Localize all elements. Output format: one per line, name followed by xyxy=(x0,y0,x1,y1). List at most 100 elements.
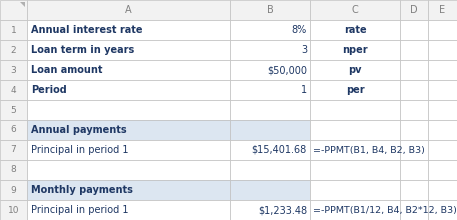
Bar xyxy=(428,20,457,40)
Text: 9: 9 xyxy=(11,185,16,194)
Bar xyxy=(428,80,457,100)
Text: 8%: 8% xyxy=(292,25,307,35)
Bar xyxy=(0,40,27,60)
Bar xyxy=(27,180,230,200)
Text: A: A xyxy=(125,5,132,15)
Bar xyxy=(27,120,230,140)
Text: pv: pv xyxy=(348,65,362,75)
Text: D: D xyxy=(410,5,418,15)
Bar xyxy=(400,120,428,140)
Text: $50,000: $50,000 xyxy=(267,65,307,75)
Bar xyxy=(27,80,230,100)
Bar xyxy=(310,80,400,100)
Bar xyxy=(230,160,310,180)
Text: 6: 6 xyxy=(11,125,16,134)
Bar xyxy=(428,40,457,60)
Bar xyxy=(310,200,400,220)
Text: 1: 1 xyxy=(301,85,307,95)
Text: 3: 3 xyxy=(11,66,16,75)
Text: Annual interest rate: Annual interest rate xyxy=(31,25,143,35)
Bar xyxy=(230,120,310,140)
Bar xyxy=(0,100,27,120)
Bar xyxy=(230,140,310,160)
Text: $1,233.48: $1,233.48 xyxy=(258,205,307,215)
Text: 10: 10 xyxy=(8,205,19,214)
Polygon shape xyxy=(20,2,25,7)
Text: Loan amount: Loan amount xyxy=(31,65,102,75)
Bar xyxy=(27,40,230,60)
Text: 7: 7 xyxy=(11,145,16,154)
Bar xyxy=(310,40,400,60)
Bar xyxy=(27,0,230,20)
Bar xyxy=(400,160,428,180)
Bar xyxy=(230,80,310,100)
Text: nper: nper xyxy=(342,45,368,55)
Text: Principal in period 1: Principal in period 1 xyxy=(31,205,128,215)
Bar xyxy=(400,200,428,220)
Bar xyxy=(0,120,27,140)
Text: =-PPMT(B1/12, B4, B2*12, B3): =-PPMT(B1/12, B4, B2*12, B3) xyxy=(313,205,457,214)
Bar xyxy=(310,180,400,200)
Bar xyxy=(310,20,400,40)
Bar xyxy=(27,20,230,40)
Bar xyxy=(310,0,400,20)
Bar xyxy=(230,180,310,200)
Text: rate: rate xyxy=(344,25,367,35)
Bar xyxy=(428,160,457,180)
Text: E: E xyxy=(440,5,446,15)
Bar xyxy=(230,100,310,120)
Text: B: B xyxy=(266,5,273,15)
Bar xyxy=(428,180,457,200)
Bar xyxy=(0,80,27,100)
Bar xyxy=(230,20,310,40)
Text: Annual payments: Annual payments xyxy=(31,125,127,135)
Bar xyxy=(0,60,27,80)
Bar xyxy=(230,40,310,60)
Bar xyxy=(0,0,27,20)
Bar xyxy=(310,160,400,180)
Text: Monthly payments: Monthly payments xyxy=(31,185,133,195)
Bar xyxy=(310,100,400,120)
Bar xyxy=(428,0,457,20)
Bar xyxy=(310,140,400,160)
Bar xyxy=(27,60,230,80)
Bar xyxy=(0,140,27,160)
Bar xyxy=(310,120,400,140)
Bar xyxy=(400,60,428,80)
Bar xyxy=(428,140,457,160)
Bar xyxy=(400,40,428,60)
Bar xyxy=(400,80,428,100)
Bar xyxy=(400,140,428,160)
Bar xyxy=(400,20,428,40)
Text: $15,401.68: $15,401.68 xyxy=(252,145,307,155)
Text: 5: 5 xyxy=(11,106,16,114)
Bar xyxy=(230,0,310,20)
Bar xyxy=(0,200,27,220)
Text: per: per xyxy=(345,85,364,95)
Text: 1: 1 xyxy=(11,26,16,35)
Text: 3: 3 xyxy=(301,45,307,55)
Bar xyxy=(400,100,428,120)
Text: 8: 8 xyxy=(11,165,16,174)
Bar xyxy=(400,180,428,200)
Text: C: C xyxy=(351,5,358,15)
Bar xyxy=(0,180,27,200)
Bar xyxy=(400,0,428,20)
Bar xyxy=(230,200,310,220)
Bar xyxy=(428,60,457,80)
Text: Principal in period 1: Principal in period 1 xyxy=(31,145,128,155)
Bar xyxy=(230,60,310,80)
Bar xyxy=(0,160,27,180)
Bar xyxy=(428,120,457,140)
Bar xyxy=(0,20,27,40)
Text: 4: 4 xyxy=(11,86,16,95)
Bar xyxy=(428,200,457,220)
Bar xyxy=(27,160,230,180)
Text: 2: 2 xyxy=(11,46,16,55)
Text: Period: Period xyxy=(31,85,67,95)
Text: =-PPMT(B1, B4, B2, B3): =-PPMT(B1, B4, B2, B3) xyxy=(313,145,425,154)
Bar xyxy=(428,100,457,120)
Bar xyxy=(27,200,230,220)
Bar xyxy=(27,100,230,120)
Bar xyxy=(310,60,400,80)
